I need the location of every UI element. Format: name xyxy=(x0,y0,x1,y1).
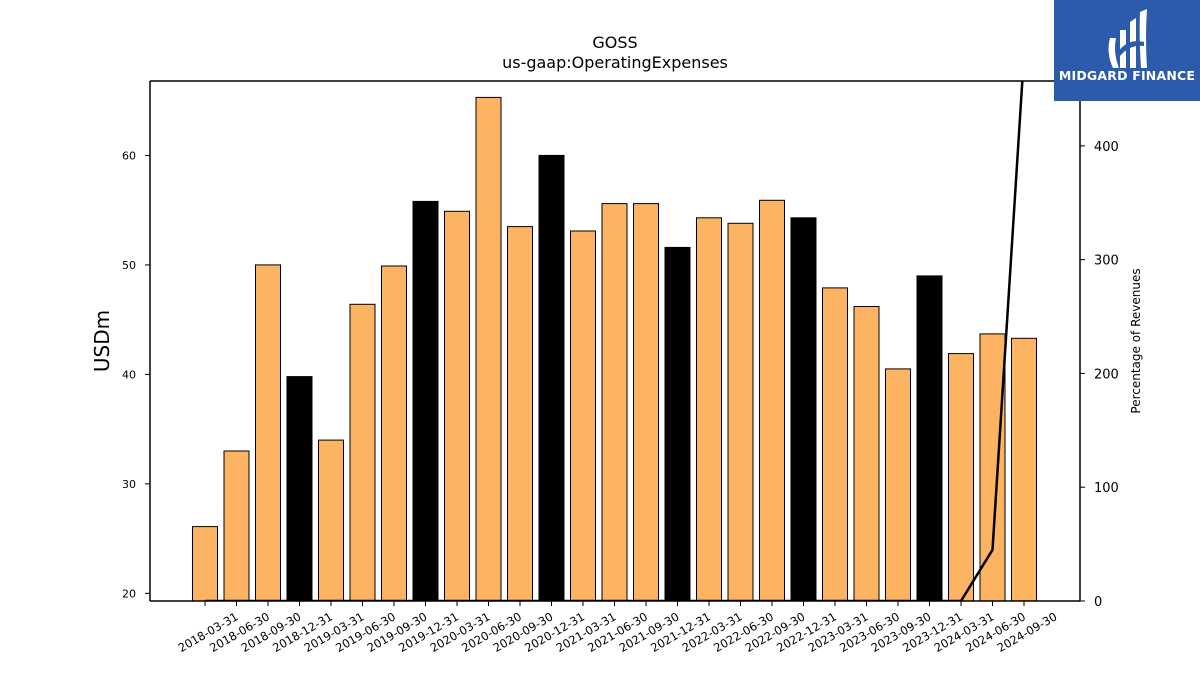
bar xyxy=(286,376,313,602)
bar xyxy=(192,526,218,602)
bar xyxy=(475,96,502,602)
bar xyxy=(727,222,754,602)
y-tick-label: 20 xyxy=(122,587,136,600)
bar xyxy=(885,368,911,602)
bar xyxy=(570,230,596,602)
logo-mark-icon xyxy=(1108,9,1147,68)
y-tick-label-right: 300 xyxy=(1094,254,1119,269)
bar xyxy=(538,154,565,602)
bar xyxy=(759,199,785,602)
bar xyxy=(444,210,470,602)
bar xyxy=(948,353,974,602)
chart-title: GOSS xyxy=(592,33,637,52)
bar xyxy=(349,303,376,602)
logo: MIDGARD FINANCE xyxy=(1054,0,1200,101)
bar xyxy=(979,333,1006,602)
y-tick-label-right: 0 xyxy=(1094,595,1102,610)
y-axis-label: USDm xyxy=(90,310,114,372)
logo-text: MIDGARD FINANCE xyxy=(1058,68,1196,83)
y-tick-label: 50 xyxy=(122,259,136,272)
bar xyxy=(916,275,943,602)
y-tick-label-right: 100 xyxy=(1094,481,1119,496)
bars xyxy=(192,96,1037,602)
bar xyxy=(822,287,848,602)
y-tick-label-right: 200 xyxy=(1094,367,1119,382)
y-tick-label: 30 xyxy=(122,478,136,491)
bar xyxy=(790,217,817,602)
bar xyxy=(412,200,439,602)
bar xyxy=(507,226,533,602)
bar xyxy=(255,264,281,602)
bar xyxy=(601,203,628,602)
bar xyxy=(318,439,344,602)
bar xyxy=(664,246,691,602)
chart-subtitle: us-gaap:OperatingExpenses xyxy=(502,53,728,72)
bar xyxy=(223,450,250,602)
bar xyxy=(853,306,880,602)
y-tick-label: 60 xyxy=(122,149,136,162)
y-axis-label-right: Percentage of Revenues xyxy=(1129,268,1143,413)
bar xyxy=(633,203,659,602)
bar xyxy=(381,265,407,602)
y-tick-label-right: 400 xyxy=(1094,140,1119,155)
bar xyxy=(1011,337,1037,602)
bar xyxy=(696,217,722,602)
y-tick-label: 40 xyxy=(122,368,136,381)
